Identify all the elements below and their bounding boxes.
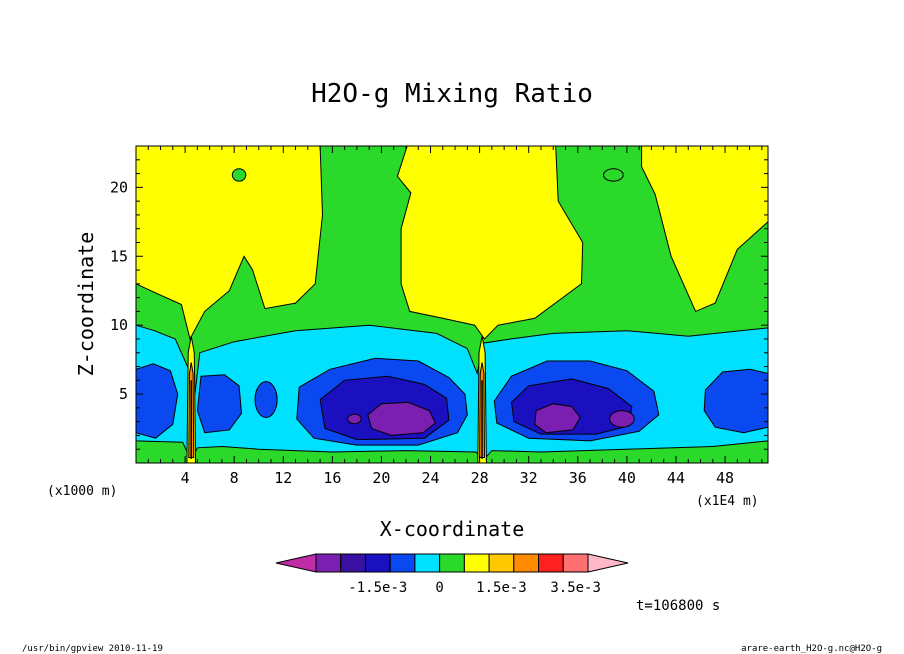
footer-left: /usr/bin/gpview 2010-11-19 [22,644,163,654]
colorbar-box [364,553,391,573]
colorbar-box [315,553,342,573]
colorbar-box [340,553,366,573]
x-tick-label: 20 [372,469,390,487]
contour-field [135,145,769,464]
colorbar-box [513,553,540,573]
blue-region-left [196,374,243,434]
yellow-region-center [396,145,584,340]
purple-core-right [609,410,635,428]
x-tick-label: 28 [471,469,489,487]
colorbar-label: 1.5e-3 [476,580,527,596]
colorbar-label: -1.5e-3 [348,580,407,596]
purple-core-left [367,401,437,436]
x-axis-unit-right: (x1E4 m) [696,494,759,509]
purple-core-center [534,403,581,434]
x-axis-unit-left: (x1000 m) [47,484,117,499]
x-tick-label: 32 [520,469,538,487]
colorbar: -1.5e-3 0 1.5e-3 3.5e-3 [275,553,629,596]
x-tick-label: 4 [181,469,190,487]
x-tick-label: 36 [569,469,587,487]
colorbar-min-triangle [275,553,317,573]
colorbar-label: 0 [435,580,443,596]
x-tick-label: 48 [716,469,734,487]
x-tick-label: 44 [667,469,685,487]
y-tick-label: 5 [119,385,128,403]
x-tick-label: 40 [618,469,636,487]
colorbar-box [488,553,515,573]
green-spot-right [603,168,624,182]
x-tick-label: 8 [230,469,239,487]
colorbar-box [439,553,465,573]
colorbar-box [414,553,441,573]
timestamp-label: t=106800 s [636,598,720,614]
plot-frame [135,145,769,464]
blue-region-far-left [135,363,179,439]
x-axis-label: X-coordinate [380,517,525,541]
y-tick-label: 15 [110,247,128,265]
green-spot-left [231,168,247,182]
x-tick-label: 24 [421,469,439,487]
footer-right: arare-earth_H2O-g.nc@H2O-g [741,644,882,654]
colorbar-box [562,553,589,573]
y-tick-label: 20 [110,178,128,196]
y-axis-label: Z-coordinate [74,232,98,377]
colorbar-box [463,553,490,573]
colorbar-max-triangle [587,553,629,573]
y-tick-label: 10 [110,316,128,334]
colorbar-label: 3.5e-3 [550,580,601,596]
colorbar-box [538,553,564,573]
colorbar-box [389,553,416,573]
x-tick-label: 12 [274,469,292,487]
blue-spot-left [254,381,278,419]
purple-spot-left [347,413,362,425]
yellow-region-left [135,145,324,341]
chart-title: H2O-g Mixing Ratio [311,79,593,109]
x-tick-label: 16 [323,469,341,487]
